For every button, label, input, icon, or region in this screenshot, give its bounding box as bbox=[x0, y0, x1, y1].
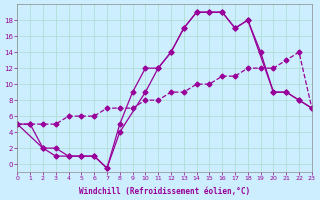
X-axis label: Windchill (Refroidissement éolien,°C): Windchill (Refroidissement éolien,°C) bbox=[79, 187, 250, 196]
